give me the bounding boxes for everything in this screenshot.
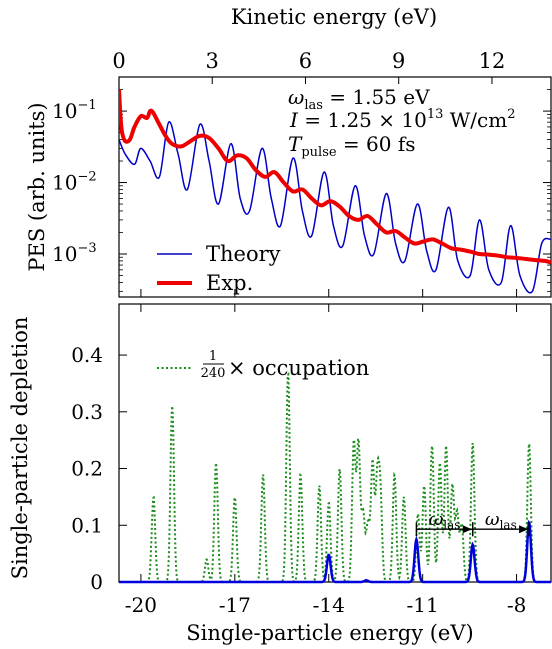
omega-label: ωlas	[429, 509, 461, 532]
laser-energy-annotation: ωlas ωlas	[415, 509, 530, 537]
legend-fraction-numerator: 1	[209, 349, 217, 364]
bottom-x-tick-label: -20	[125, 593, 157, 617]
top-clipped-series	[119, 89, 551, 294]
theory-line	[119, 121, 551, 294]
bottom-legend: 1 240 × occupation	[157, 349, 369, 381]
bottom-series-group	[119, 372, 551, 584]
top-series-group	[119, 89, 551, 294]
top-panel-ticks	[118, 77, 551, 292]
legend-theory-label: Theory	[206, 242, 281, 266]
param-pulse: Tpulse = 60 fs	[288, 132, 416, 160]
omega-label: ωlas	[485, 509, 517, 532]
param-omega: ωlas = 1.55 eV	[288, 85, 430, 113]
bottom-y-tick-labels: 0 0.1 0.2 0.3 0.4	[71, 343, 103, 594]
bottom-x-tick-labels: -20 -17 -14 -11 -8	[125, 593, 527, 617]
top-y-tick-label: 10−2	[52, 170, 97, 195]
top-tick-label: 3	[206, 49, 219, 73]
top-legend: Theory Exp.	[157, 242, 281, 295]
top-y-tick-label: 10−3	[52, 241, 97, 266]
bottom-y-tick-label: 0.4	[71, 343, 103, 367]
bottom-y-tick-label: 0.1	[71, 513, 103, 537]
bottom-x-tick-label: -8	[507, 593, 526, 617]
exp-line	[119, 89, 551, 265]
bottom-x-tick-label: -17	[219, 593, 251, 617]
bottom-panel-frame	[118, 303, 552, 583]
bottom-y-tick-label: 0	[90, 570, 103, 594]
top-panel-frame	[118, 76, 552, 298]
top-y-tick-label: 10−1	[52, 98, 97, 123]
parameters-annotation: ωlas = 1.55 eV I = 1.25 × 1013 W/cm2 Tpu…	[288, 85, 516, 160]
omega-arrow-head	[519, 525, 529, 534]
top-tick-label: 9	[392, 49, 405, 73]
legend-exp-label: Exp.	[206, 271, 253, 295]
top-axis-title: Kinetic energy (eV)	[231, 5, 437, 29]
depletion-line	[119, 519, 551, 584]
top-y-tick-labels: 10−1 10−2 10−3	[52, 98, 97, 266]
bottom-y-tick-label: 0.2	[71, 457, 103, 481]
occupation-line	[119, 372, 551, 584]
param-intensity: I = 1.25 × 1013 W/cm2	[289, 107, 516, 132]
omega-arrow-head	[462, 525, 472, 534]
bottom-panel-ticks	[119, 289, 551, 583]
bottom-x-tick-label: -11	[407, 593, 439, 617]
top-tick-label: 0	[112, 49, 125, 73]
top-axis-tick-labels: 0 3 6 9 12	[112, 49, 505, 73]
bottom-x-tick-label: -14	[313, 593, 345, 617]
bottom-y-axis-title: Single-particle depletion	[8, 317, 32, 580]
top-tick-label: 12	[479, 49, 506, 73]
bottom-y-tick-label: 0.3	[71, 400, 103, 424]
legend-occupation-label: × occupation	[228, 356, 369, 380]
top-y-axis-title: PES (arb. units)	[25, 102, 49, 271]
bottom-x-axis-title: Single-particle energy (eV)	[186, 621, 473, 645]
legend-fraction-denominator: 240	[201, 366, 226, 381]
top-tick-label: 6	[299, 49, 312, 73]
